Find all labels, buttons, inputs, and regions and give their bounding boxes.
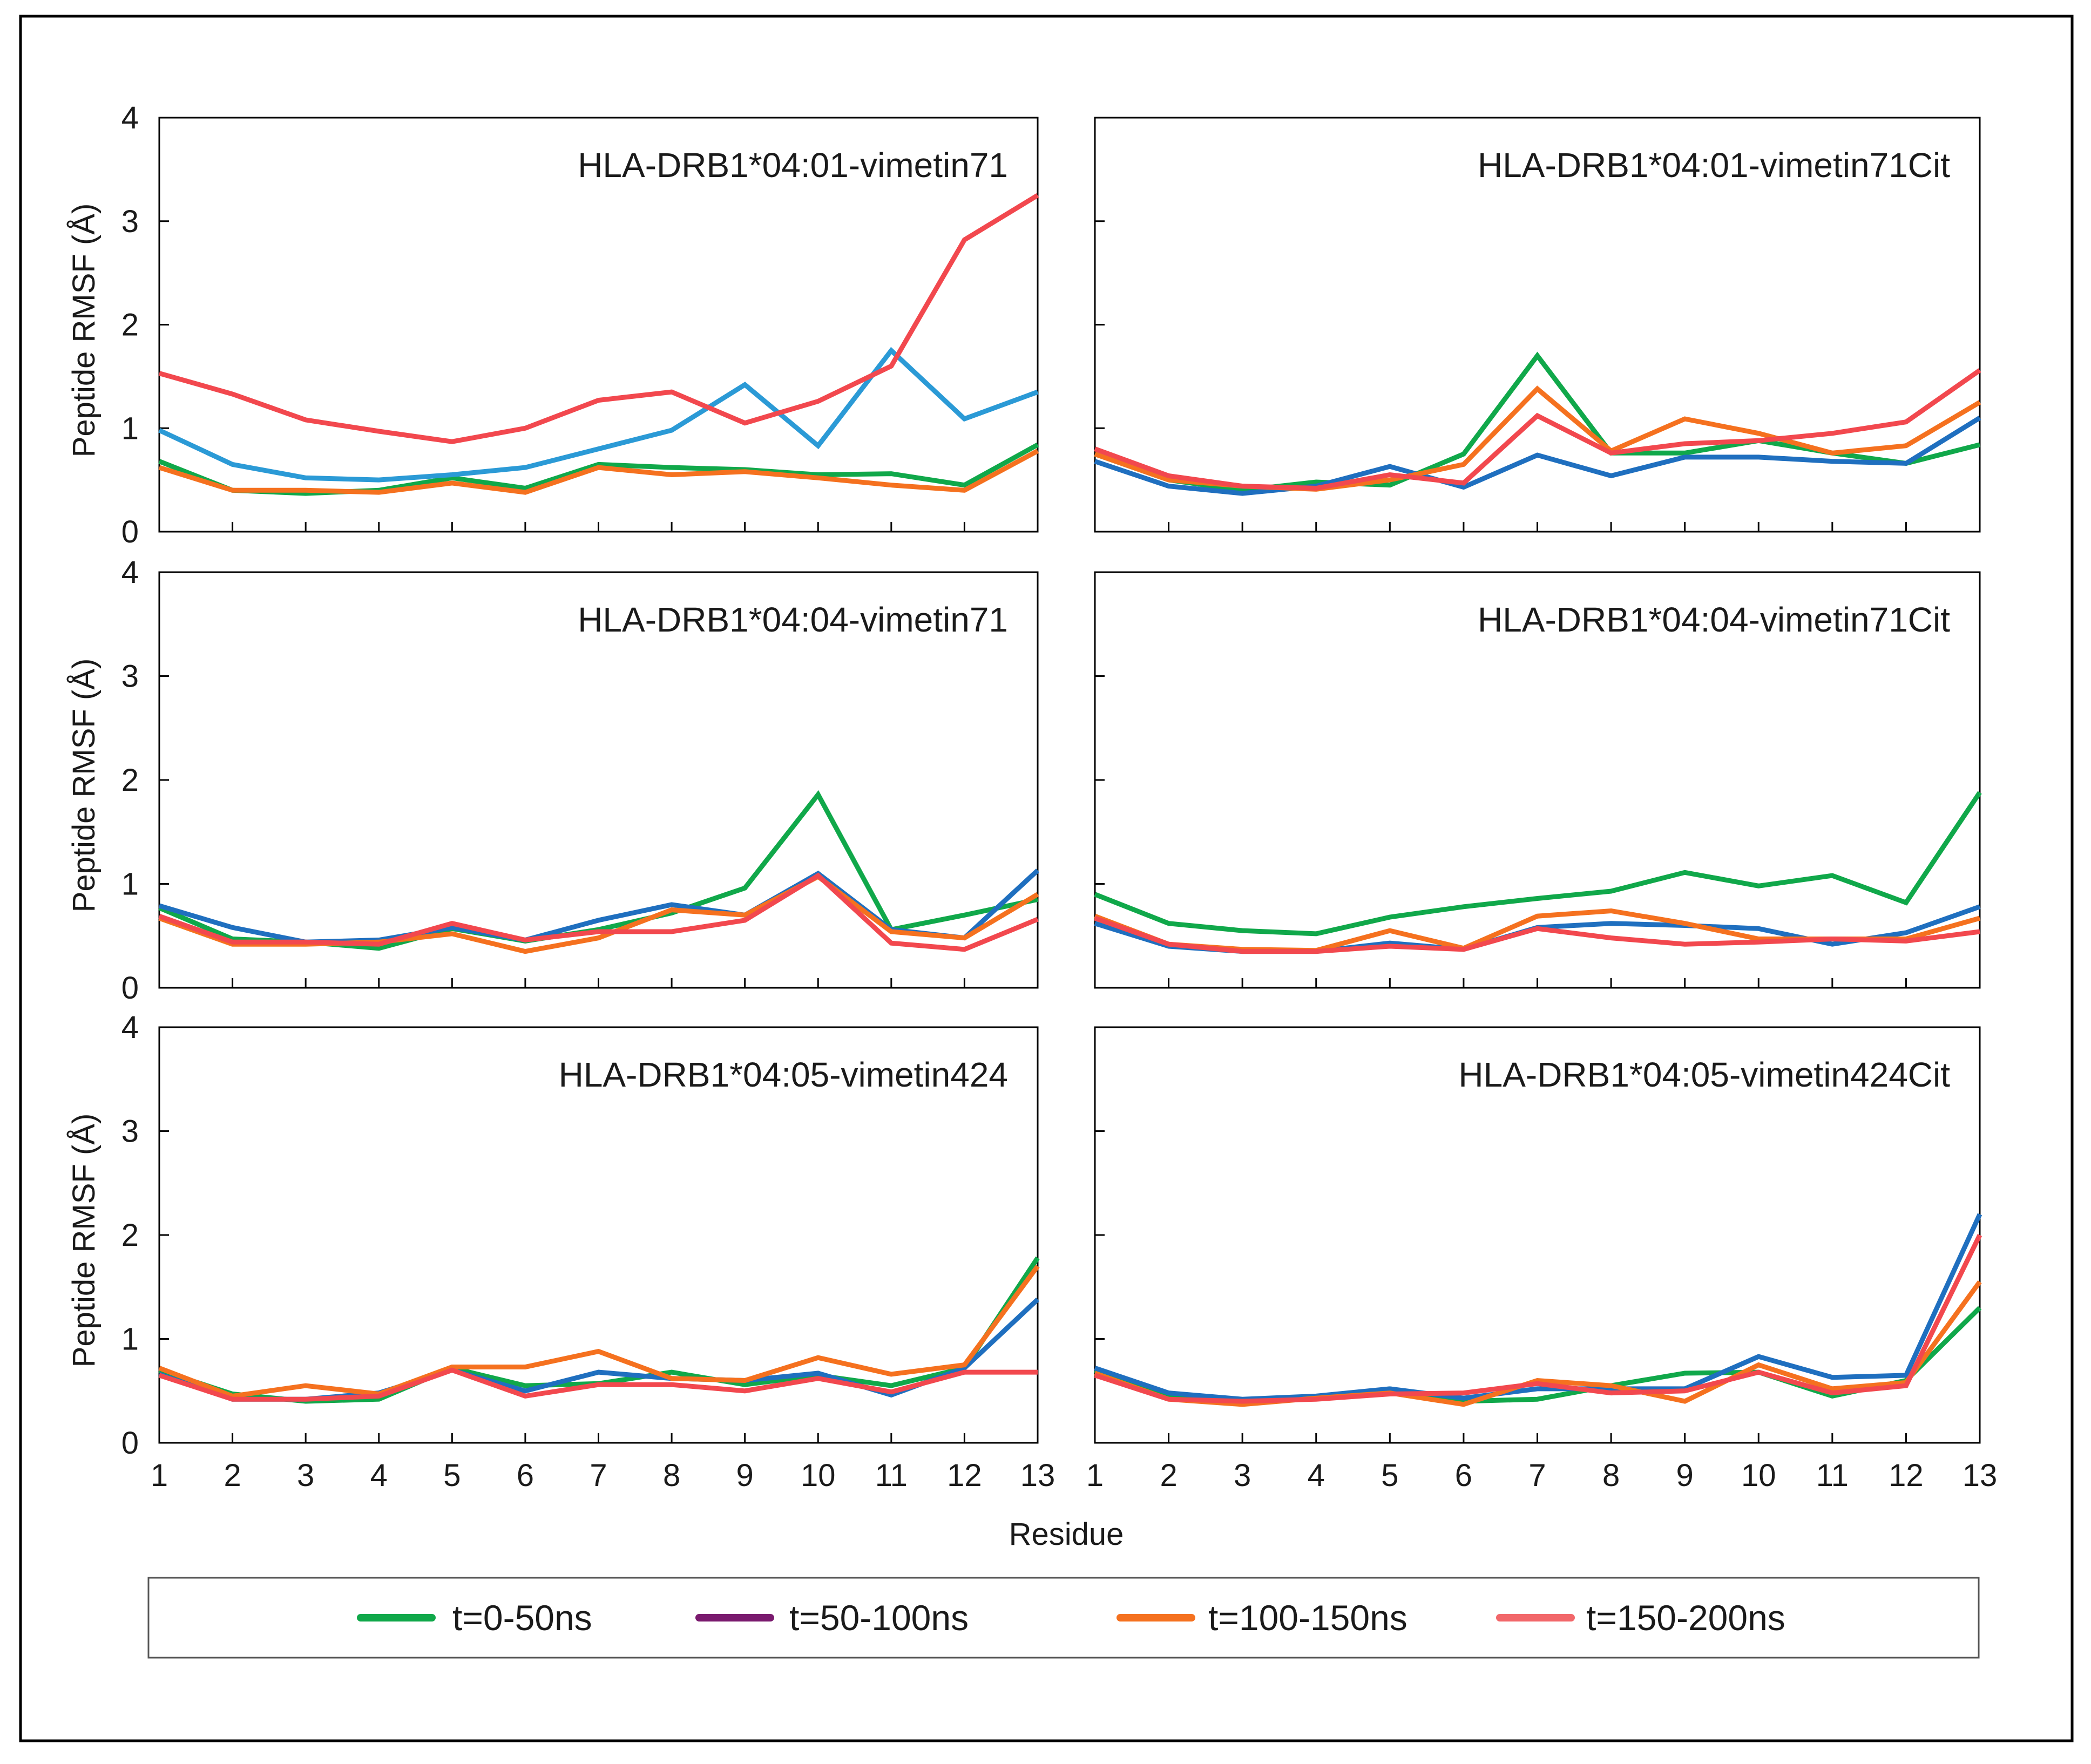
x-tick-label: 3 [297,1458,314,1493]
y-tick-label: 3 [121,659,139,694]
x-tick-label: 5 [443,1458,461,1493]
x-tick-label: 9 [736,1458,754,1493]
chart-panel-3: 0 1 2 3 4 HLA-DRB1*04:04-vimetin71 [121,555,1040,1006]
x-tick-label: 12 [947,1458,982,1493]
series-line-4 [1094,1234,1982,1404]
x-tick-label: 7 [1528,1458,1546,1493]
y-tick-label: 3 [121,204,139,239]
y-tick-label: 0 [121,971,139,1006]
legend-label-2: t=100-150ns [1208,1598,1407,1638]
series-line-4 [158,872,1039,952]
chart-title: HLA-DRB1*04:05-vimetin424 [559,1055,1008,1094]
x-tick-label: 10 [1741,1458,1776,1493]
series-line-2 [158,347,1039,483]
series-line-3 [158,1265,1040,1399]
x-tick-label: 8 [1602,1458,1620,1493]
series-line-3 [158,449,1039,495]
y-axis-label-row-1: Peptide RMSF (Å) [66,203,101,458]
legend-label-3: t=150-200ns [1586,1598,1785,1638]
x-tick-label: 8 [663,1458,680,1493]
chart-title: HLA-DRB1*04:01-vimetin71 [578,146,1008,185]
y-tick-label: 2 [121,308,139,343]
y-tick-label: 4 [121,555,139,590]
chart-title: HLA-DRB1*04:01-vimetin71Cit [1478,146,1950,185]
series-line-1 [158,442,1039,496]
x-tick-label: 2 [1160,1458,1177,1493]
x-tick-label: 4 [1308,1458,1325,1493]
chart-panel-2: HLA-DRB1*04:01-vimetin71Cit [1094,117,1981,533]
x-tick-label: 6 [1455,1458,1472,1493]
chart-panel-4: HLA-DRB1*04:04-vimetin71Cit [1094,571,1982,989]
x-tick-label: 10 [801,1458,836,1493]
x-tick-label: 1 [1086,1458,1104,1493]
legend-box [147,1577,1980,1659]
y-tick-label: 1 [121,411,139,446]
chart-title: HLA-DRB1*04:04-vimetin71Cit [1478,600,1950,639]
chart-title: HLA-DRB1*04:04-vimetin71 [578,600,1008,639]
chart-panel-6: 1 2 3 4 5 6 7 8 9 10 11 12 13HLA-DRB1*04:05-vimetin4… [1086,1026,1998,1493]
x-tick-label: 5 [1381,1458,1398,1493]
y-axis-label-row-2: Peptide RMSF (Å) [66,659,101,913]
x-tick-label: 7 [590,1458,607,1493]
x-tick-label: 1 [151,1458,168,1493]
y-tick-label: 0 [121,514,139,549]
x-tick-label: 11 [875,1458,908,1493]
series-line-2 [1094,416,1981,496]
x-tick-label: 2 [224,1458,241,1493]
x-tick-label: 13 [1963,1458,1998,1493]
chart-panel-1: 0 1 2 3 4 HLA-DRB1*04:01-vimetin71 [121,100,1039,549]
chart-title: HLA-DRB1*04:05-vimetin424Cit [1458,1055,1950,1094]
plot-area [1094,1026,1981,1444]
y-tick-label: 2 [121,763,139,798]
x-tick-label: 12 [1889,1458,1924,1493]
y-tick-label: 0 [121,1426,139,1461]
y-tick-label: 4 [121,100,139,135]
x-tick-label: 13 [1020,1458,1055,1493]
y-tick-label: 1 [121,1322,139,1357]
series-line-4 [158,193,1039,444]
legend-label-1: t=50-100ns [789,1598,969,1638]
legend: t=0-50ns t=50-100ns t=100-150ns t=150-20… [147,1577,1980,1659]
legend-label-0: t=0-50ns [452,1598,592,1638]
y-tick-label: 1 [121,867,139,902]
series-line-3 [1094,1280,1982,1407]
x-tick-label: 6 [517,1458,534,1493]
y-tick-label: 2 [121,1218,139,1253]
y-tick-label: 3 [121,1114,139,1149]
x-tick-label: 3 [1234,1458,1251,1493]
x-tick-label: 11 [1816,1458,1849,1493]
x-axis-label: Residue [1009,1517,1124,1552]
series-line-4 [1094,368,1981,491]
y-axis-label-row-3: Peptide RMSF (Å) [66,1114,101,1368]
x-tick-label: 9 [1676,1458,1694,1493]
y-tick-label: 4 [121,1010,139,1045]
x-tick-label: 4 [370,1458,388,1493]
series-line-4 [1094,915,1980,954]
series-line-1 [1094,791,1982,937]
series-line-4 [158,1367,1038,1402]
